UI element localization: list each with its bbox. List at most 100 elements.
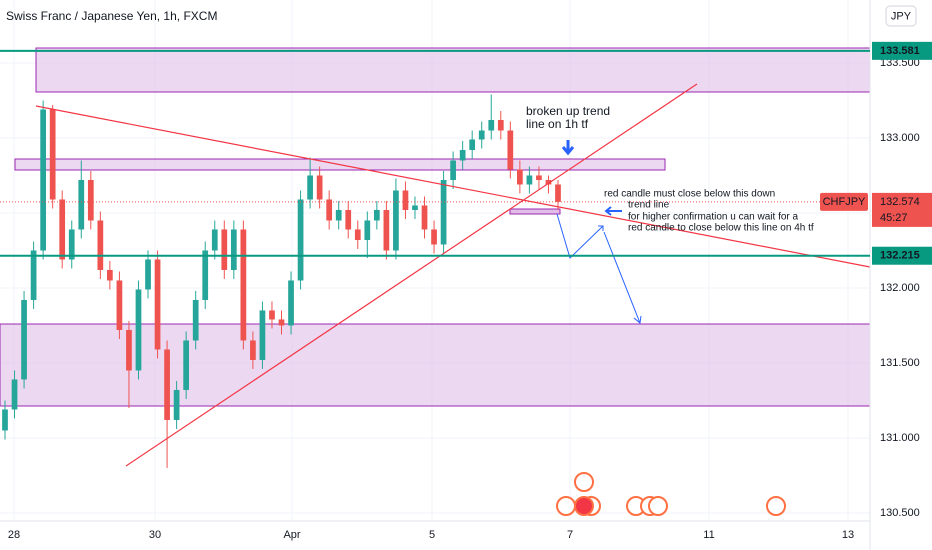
candle-body <box>59 199 66 260</box>
candle-body <box>221 229 228 270</box>
candle-body <box>288 280 294 326</box>
candle-body <box>269 310 275 320</box>
candle-body <box>536 175 542 180</box>
candle-body <box>259 310 266 360</box>
candle-body <box>202 250 209 300</box>
candle-body <box>440 179 447 245</box>
candle-body <box>164 349 170 420</box>
candle-body <box>126 329 132 371</box>
candle-body <box>154 259 161 350</box>
candle-body <box>478 130 485 140</box>
countdown-label: 45:27 <box>880 212 908 224</box>
symbol-label: CHFJPY <box>823 196 866 208</box>
y-tick-label: 133.000 <box>880 132 920 144</box>
chart-title: Swiss Franc / Japanese Yen, 1h, FXCM <box>6 9 217 23</box>
projection-arrow <box>603 231 641 324</box>
arrow-head <box>598 225 604 231</box>
event-icon <box>766 496 786 516</box>
event-icons <box>556 472 786 516</box>
candle-body <box>211 229 218 251</box>
candle-body <box>526 175 533 185</box>
annotation-line: red candle must close below this down <box>604 189 775 200</box>
candle-body <box>278 319 285 326</box>
currency-button[interactable] <box>885 5 917 27</box>
candle-body <box>469 139 476 150</box>
supply-zone <box>35 47 871 93</box>
x-tick-label: 28 <box>8 529 20 541</box>
candle-body <box>383 209 390 251</box>
small-zone <box>509 208 561 215</box>
candle-body <box>173 389 180 420</box>
price-badge <box>872 246 932 265</box>
candle-body <box>497 119 504 131</box>
symbol-badge <box>820 192 868 211</box>
candle-body <box>488 119 495 131</box>
candle-body <box>97 220 104 270</box>
candle-body <box>316 175 323 200</box>
x-tick-label: 13 <box>842 529 854 541</box>
candle-body <box>402 190 409 210</box>
price-badge-label: 132.574 <box>880 196 920 208</box>
candle-body <box>192 299 199 341</box>
down-trend-line <box>35 105 871 268</box>
annotation-line: red candle to close below this line on 4… <box>628 223 814 234</box>
candle-body <box>250 340 256 360</box>
y-tick-label: 131.500 <box>880 357 920 369</box>
candle-body <box>87 179 94 221</box>
candle-body <box>373 209 380 221</box>
annotation-line: line on 1h tf <box>526 117 589 131</box>
candle-body <box>421 205 428 230</box>
price-badge-label: 132.215 <box>880 250 920 262</box>
projection-arrow <box>556 213 604 259</box>
candle-body <box>450 160 456 180</box>
candle-body <box>2 409 8 431</box>
x-tick-label: Apr <box>283 529 300 541</box>
candle-body <box>116 280 123 330</box>
x-tick-label: 7 <box>567 529 573 541</box>
candle-body <box>354 229 361 240</box>
down-arrow <box>561 140 575 156</box>
candle-body <box>78 179 85 230</box>
y-tick-label: 133.500 <box>880 57 920 69</box>
candle-body <box>555 184 561 202</box>
candle-body <box>183 340 190 390</box>
up-trend-line <box>125 83 698 467</box>
candle-body <box>459 149 466 161</box>
candle-body <box>40 109 46 251</box>
annotation-line: for higher confirmation u can wait for a <box>628 212 799 223</box>
price-badge <box>872 192 932 227</box>
candle-body <box>21 299 27 380</box>
candles <box>2 94 561 468</box>
arrows <box>556 140 642 324</box>
candle-body <box>135 289 142 371</box>
candle-body <box>230 229 237 270</box>
event-icon <box>648 496 668 516</box>
annotation-line: trend line <box>628 200 670 211</box>
event-icon <box>574 496 594 516</box>
annotation-line: broken up trend <box>526 104 610 118</box>
x-tick-label: 11 <box>703 529 714 541</box>
candle-body <box>30 250 37 300</box>
y-tick-label: 131.000 <box>880 432 920 444</box>
candle-body <box>507 130 514 170</box>
candle-body <box>364 220 371 240</box>
candle-body <box>107 269 113 281</box>
candle-body <box>393 190 399 251</box>
candle-body <box>326 199 333 221</box>
price-badge-label: 133.581 <box>880 45 920 57</box>
x-tick-label: 5 <box>429 529 435 541</box>
y-tick-label: 130.500 <box>880 507 920 519</box>
candle-body <box>11 379 18 410</box>
candle-body <box>240 229 247 341</box>
candle-body <box>431 229 437 245</box>
y-tick-label: 132.000 <box>880 282 920 294</box>
candle-body <box>145 259 151 290</box>
x-tick-label: 30 <box>149 529 161 541</box>
candle-body <box>412 205 418 210</box>
candle-body <box>517 169 523 185</box>
candle-body <box>345 209 352 230</box>
candle-body <box>49 109 56 200</box>
candle-body <box>297 199 304 281</box>
candle-body <box>545 179 552 185</box>
